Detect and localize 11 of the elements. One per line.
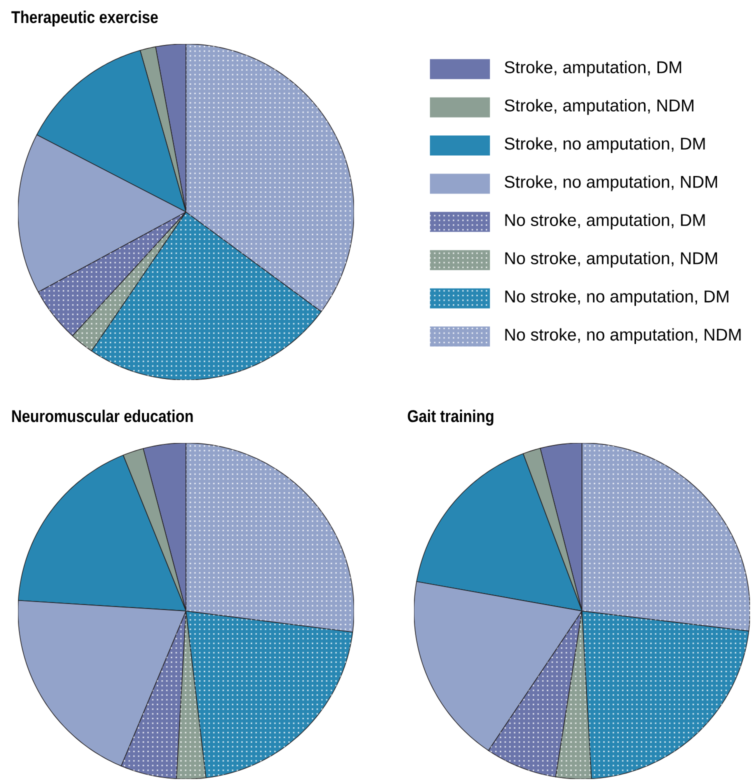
legend-label: Stroke, amputation, DM (504, 60, 682, 77)
chart-title: Gait training (408, 410, 494, 426)
legend-label: No stroke, amputation, NDM (505, 252, 717, 268)
legend-label: Stroke, no amputation, NDM (504, 175, 717, 192)
chart-title: Neuromuscular education (12, 410, 193, 422)
legend-label: Stroke, amputation, NDM (504, 99, 694, 115)
legend-label: No stroke, no amputation, NDM (505, 328, 741, 344)
legend-label: No stroke, no amputation, DM (505, 290, 728, 306)
legend-label: No stroke, amputation, DM (505, 214, 705, 230)
legend-label: Stroke, no amputation, DM (504, 137, 705, 154)
chart-title: Therapeutic exercise (11, 10, 158, 27)
